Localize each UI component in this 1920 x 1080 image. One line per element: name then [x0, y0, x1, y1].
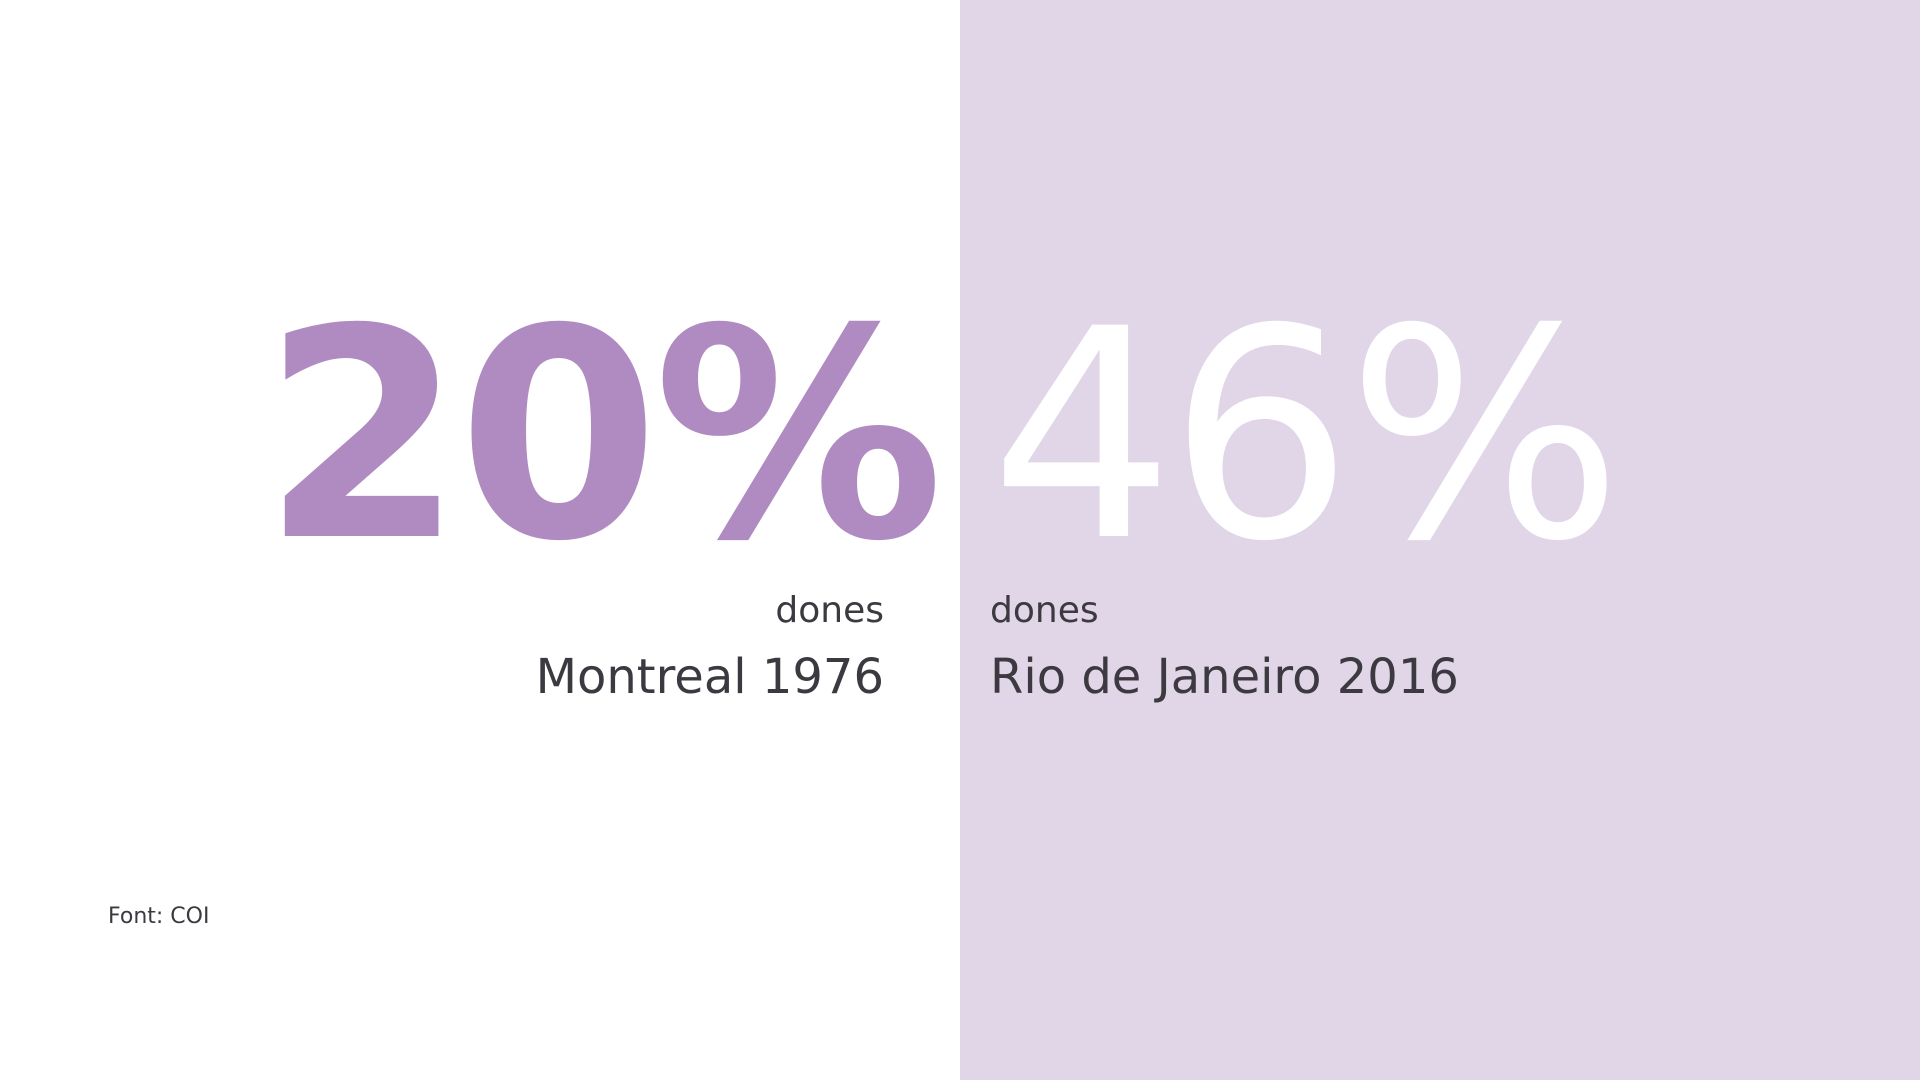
right-city-year: Rio de Janeiro 2016 — [990, 649, 1459, 705]
source-note: Font: COI — [108, 904, 210, 929]
left-label: dones — [775, 590, 884, 631]
right-label: dones — [990, 590, 1099, 631]
left-percentage: 20% — [261, 268, 944, 605]
right-panel: 46% dones Rio de Janeiro 2016 — [960, 0, 1920, 1080]
left-panel: 20% dones Montreal 1976 Font: COI — [108, 268, 945, 929]
left-city-year: Montreal 1976 — [535, 649, 884, 705]
right-percentage: 46% — [990, 268, 1623, 605]
